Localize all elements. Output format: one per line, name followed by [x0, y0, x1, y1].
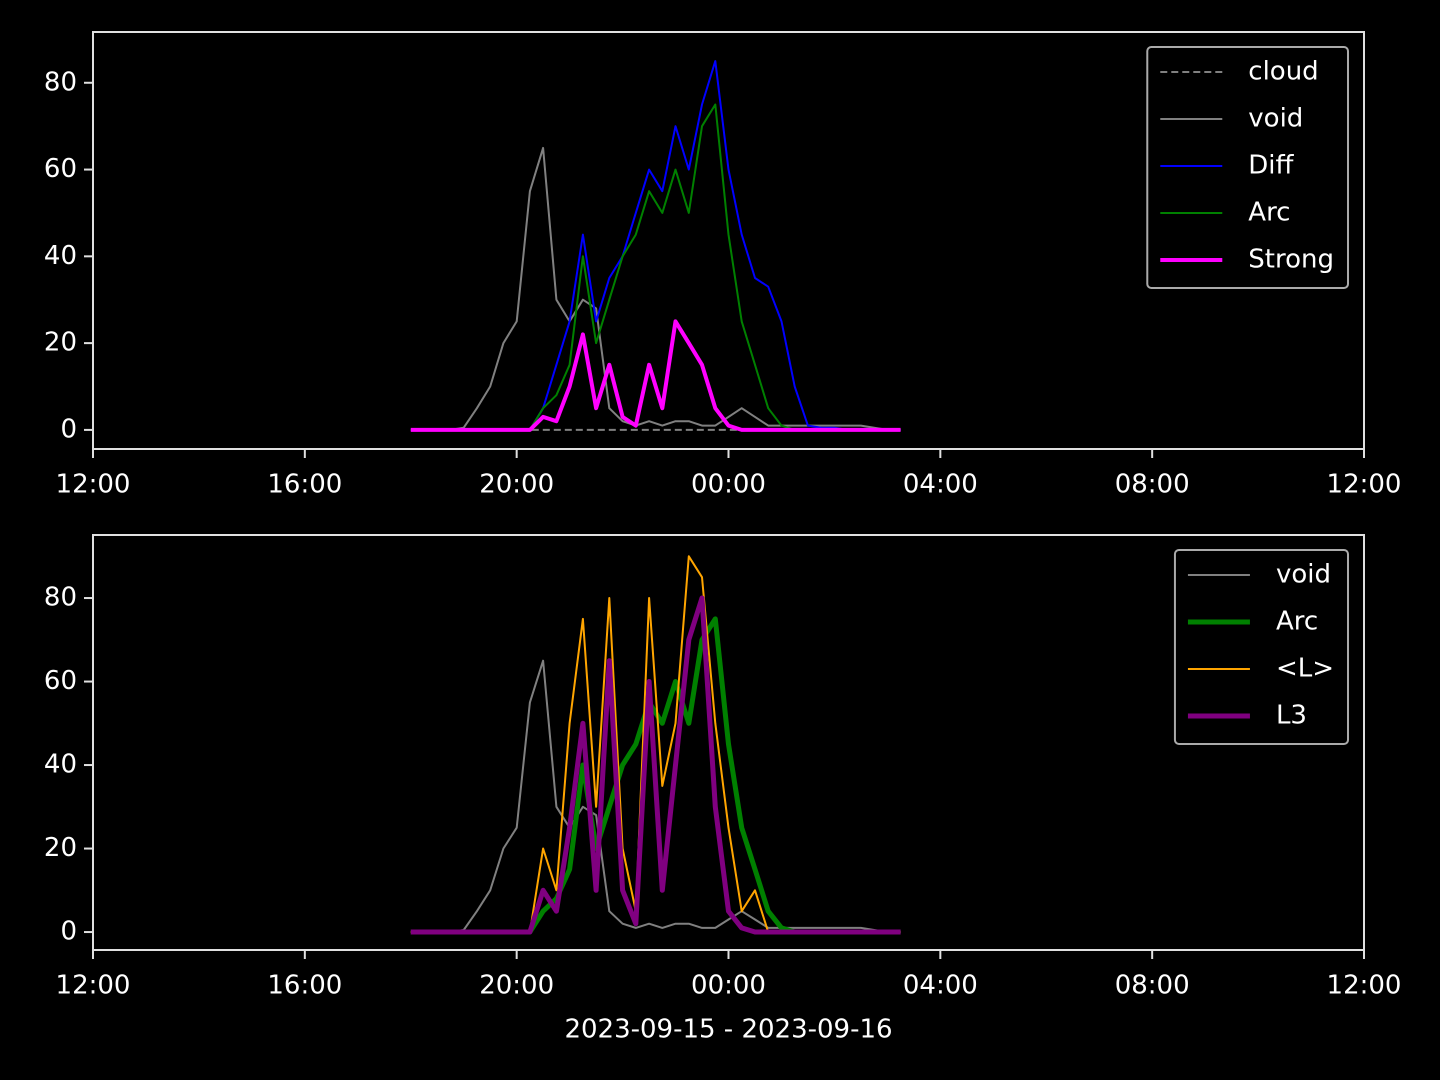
legend-label: void	[1276, 560, 1331, 590]
series-line	[410, 595, 901, 935]
legend-box	[1173, 549, 1349, 745]
series-line	[410, 319, 901, 432]
y-tick-label: 80	[44, 583, 77, 613]
x-tick-label: 16:00	[267, 470, 342, 500]
x-tick-label: 00:00	[691, 971, 766, 1001]
legend: void Arc <L> L3	[1173, 549, 1349, 745]
y-tick-label: 60	[44, 154, 77, 184]
x-tick-label: 12:00	[1327, 971, 1402, 1001]
x-tick-label: 00:00	[691, 470, 766, 500]
axes: 12:00 16:00 20:00 00:00 04:00 08:00 12:00 0 20 40…	[44, 31, 1402, 500]
x-tick-label: 12:00	[56, 470, 131, 500]
x-tick-label: 04:00	[903, 470, 978, 500]
y-tick-label: 20	[44, 833, 77, 863]
plot-lines	[410, 555, 901, 935]
legend-label: void	[1248, 104, 1303, 134]
legend: cloud void Diff Arc Strong	[1146, 46, 1349, 289]
legend-box	[1146, 46, 1349, 289]
x-tick-label: 04:00	[903, 971, 978, 1001]
x-tick-label: 20:00	[479, 971, 554, 1001]
x-tick-label: 12:00	[56, 971, 131, 1001]
series-line	[410, 60, 901, 431]
legend-label: Arc	[1276, 607, 1318, 637]
y-tick-label: 60	[44, 666, 77, 696]
axes-frame	[92, 534, 1365, 951]
series-line	[410, 659, 901, 933]
legend-label: <L>	[1276, 654, 1334, 684]
y-tick-label: 40	[44, 241, 77, 271]
axes: 12:00 16:00 20:00 00:00 04:00 08:00 12:00 0 20 40…	[44, 534, 1402, 1045]
y-tick-label: 0	[60, 917, 77, 947]
axes-frame	[92, 31, 1365, 450]
y-tick-label: 20	[44, 328, 77, 358]
x-tick-label: 08:00	[1115, 470, 1190, 500]
series-line	[410, 146, 901, 431]
legend-label: cloud	[1248, 57, 1318, 87]
legend-label: Strong	[1248, 245, 1334, 275]
x-axis-label: 2023-09-15 - 2023-09-16	[564, 1015, 892, 1045]
legend-label: L3	[1276, 701, 1307, 731]
y-tick-label: 0	[60, 414, 77, 444]
y-tick-label: 80	[44, 67, 77, 97]
x-tick-label: 08:00	[1115, 971, 1190, 1001]
series-line	[410, 555, 901, 933]
legend-label: Arc	[1248, 198, 1290, 228]
x-tick-label: 12:00	[1327, 470, 1402, 500]
x-tick-label: 20:00	[479, 470, 554, 500]
y-tick-label: 40	[44, 750, 77, 780]
plot-lines	[410, 60, 901, 432]
x-tick-label: 16:00	[267, 971, 342, 1001]
legend-label: Diff	[1248, 151, 1294, 181]
